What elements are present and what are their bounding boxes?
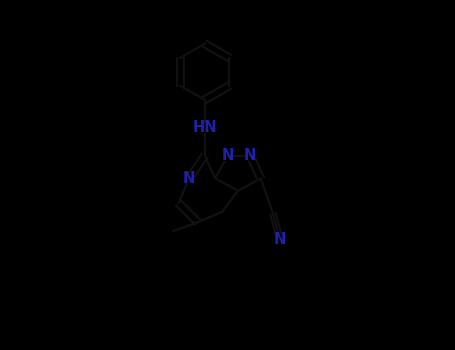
Text: N: N (244, 148, 257, 163)
Text: N: N (274, 232, 286, 247)
Bar (222, 151, 233, 161)
Bar (184, 174, 194, 183)
Bar (245, 151, 256, 161)
Bar (195, 123, 215, 133)
Text: N: N (183, 171, 195, 186)
Bar (275, 235, 285, 245)
Text: N: N (221, 148, 234, 163)
Text: HN: HN (192, 120, 217, 135)
